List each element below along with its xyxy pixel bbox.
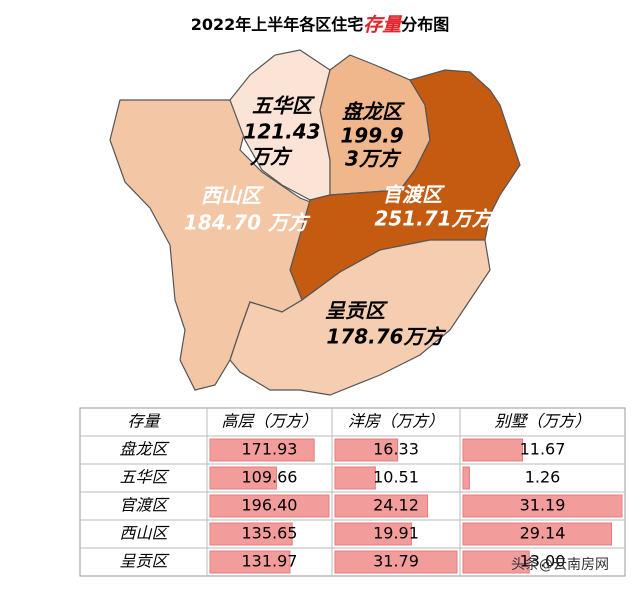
district-label: 呈贡区 [325, 299, 388, 323]
value-cell: 171.93 [242, 440, 298, 459]
data-bar [334, 494, 429, 518]
district-label: 3万方 [345, 147, 402, 171]
value-cell: 135.65 [242, 524, 298, 543]
watermark: 头条@云南房网 [511, 556, 609, 573]
district-label: 251.71万方 [374, 207, 494, 231]
district-cell: 盘龙区 [119, 440, 169, 459]
data-bar [462, 438, 523, 462]
district-label: 184.70 万方 [184, 211, 311, 235]
title: 2022年上半年各区住宅存量分布图 [191, 14, 450, 36]
value-cell: 31.19 [520, 496, 566, 515]
value-cell: 196.40 [242, 496, 298, 515]
data-bar [209, 438, 315, 462]
district-cell: 呈贡区 [119, 552, 169, 571]
district-label: 178.76万方 [326, 325, 446, 349]
data-bar [462, 466, 470, 490]
value-cell: 16.33 [373, 440, 419, 459]
value-cell: 1.26 [525, 468, 561, 487]
value-cell: 11.67 [520, 440, 566, 459]
header-cell: 洋房（万方） [348, 412, 444, 431]
district-cell: 五华区 [119, 468, 169, 487]
district-cell: 西山区 [119, 524, 169, 543]
district-cell: 官渡区 [119, 496, 169, 515]
district-label: 西山区 [201, 184, 264, 208]
data-bar [334, 522, 412, 546]
data-bar [334, 438, 399, 462]
data-bar [334, 550, 458, 574]
value-cell: 109.66 [242, 468, 298, 487]
data-bar [209, 466, 277, 490]
data-bar [462, 522, 613, 546]
data-bar [209, 550, 291, 574]
value-cell: 29.14 [520, 524, 566, 543]
district-label: 五华区 [252, 94, 315, 118]
title-emphasis: 存量 [363, 14, 403, 36]
data-bar [209, 494, 330, 518]
value-cell: 19.91 [373, 524, 419, 543]
data-bar [462, 494, 623, 518]
district-label: 199.9 [340, 124, 403, 148]
district-label: 万方 [249, 145, 293, 169]
district-label: 官渡区 [382, 183, 445, 207]
district-label: 121.43 [243, 120, 320, 144]
district-chenggong [229, 239, 491, 396]
value-cell: 10.51 [373, 468, 419, 487]
header-cell: 别墅（万方） [494, 412, 590, 431]
value-cell: 13.00 [520, 552, 566, 571]
table: 存量 高层（万方） 洋房（万方） 别墅（万方） 盘龙区 171.93 16.33 11.67 五… [79, 407, 626, 577]
title-text: 2022年上半年各区住宅 [191, 15, 364, 34]
map [109, 49, 521, 396]
data-bar [462, 550, 530, 574]
data-bar [334, 466, 376, 490]
value-cell: 24.12 [373, 496, 419, 515]
header-cell: 存量 [127, 412, 161, 431]
value-cell: 31.79 [373, 552, 419, 571]
header-cell: 高层（万方） [221, 412, 317, 431]
district-label: 盘龙区 [342, 100, 405, 124]
title-text: 分布图 [401, 15, 449, 34]
data-bar [209, 522, 293, 546]
value-cell: 131.97 [242, 552, 298, 571]
